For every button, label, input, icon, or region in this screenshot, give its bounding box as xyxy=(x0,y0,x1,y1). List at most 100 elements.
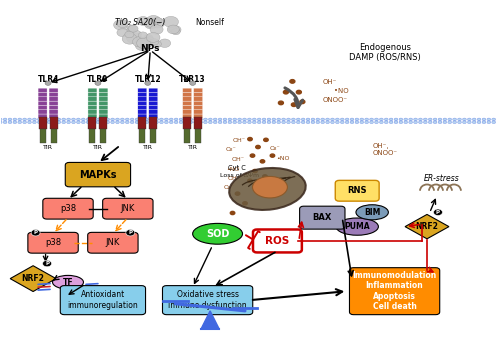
Circle shape xyxy=(146,20,156,27)
Circle shape xyxy=(492,118,496,121)
Text: RNS: RNS xyxy=(348,186,367,195)
Circle shape xyxy=(151,40,162,48)
Circle shape xyxy=(170,121,173,123)
Circle shape xyxy=(13,118,16,121)
Circle shape xyxy=(248,118,252,121)
Ellipse shape xyxy=(252,176,288,198)
FancyBboxPatch shape xyxy=(350,268,440,315)
Circle shape xyxy=(136,37,152,49)
FancyBboxPatch shape xyxy=(182,93,192,97)
FancyBboxPatch shape xyxy=(38,97,47,101)
Circle shape xyxy=(360,121,364,123)
Text: TIR: TIR xyxy=(93,144,103,149)
Circle shape xyxy=(487,118,490,121)
FancyBboxPatch shape xyxy=(182,110,192,114)
Circle shape xyxy=(330,121,334,123)
Circle shape xyxy=(270,154,274,157)
Circle shape xyxy=(374,121,378,123)
Text: TLR4: TLR4 xyxy=(38,75,59,84)
FancyBboxPatch shape xyxy=(88,97,97,101)
Circle shape xyxy=(414,118,418,121)
Circle shape xyxy=(128,25,136,31)
Circle shape xyxy=(394,121,398,123)
Text: OH⁻,: OH⁻, xyxy=(372,143,389,149)
Circle shape xyxy=(32,121,36,123)
Circle shape xyxy=(284,90,288,94)
Circle shape xyxy=(0,118,2,121)
Circle shape xyxy=(128,25,138,32)
Circle shape xyxy=(122,33,137,44)
Circle shape xyxy=(135,121,139,123)
FancyBboxPatch shape xyxy=(88,105,97,110)
FancyBboxPatch shape xyxy=(182,88,192,93)
Bar xyxy=(150,117,158,129)
Text: Antioxidant
immunoregulation: Antioxidant immunoregulation xyxy=(68,291,138,310)
Circle shape xyxy=(336,121,340,123)
FancyBboxPatch shape xyxy=(194,114,202,118)
Circle shape xyxy=(321,121,324,123)
Circle shape xyxy=(282,121,286,123)
Circle shape xyxy=(250,154,254,157)
Circle shape xyxy=(198,121,202,123)
Circle shape xyxy=(228,118,232,121)
FancyBboxPatch shape xyxy=(138,88,147,93)
Circle shape xyxy=(62,121,66,123)
FancyBboxPatch shape xyxy=(38,110,47,114)
Circle shape xyxy=(170,118,173,121)
Circle shape xyxy=(296,90,302,94)
Circle shape xyxy=(86,118,90,121)
Text: Immunomodulation
Inflammation
Apoptosis
Cell death: Immunomodulation Inflammation Apoptosis … xyxy=(352,271,436,311)
FancyBboxPatch shape xyxy=(99,105,108,110)
Circle shape xyxy=(76,118,80,121)
Circle shape xyxy=(189,121,192,123)
Circle shape xyxy=(302,121,305,123)
Circle shape xyxy=(260,160,264,163)
Polygon shape xyxy=(10,266,56,292)
Circle shape xyxy=(62,118,66,121)
Circle shape xyxy=(296,121,300,123)
Circle shape xyxy=(482,118,486,121)
FancyBboxPatch shape xyxy=(38,88,47,93)
FancyBboxPatch shape xyxy=(194,101,202,105)
Circle shape xyxy=(91,118,95,121)
Circle shape xyxy=(267,121,271,123)
FancyBboxPatch shape xyxy=(38,114,47,118)
Circle shape xyxy=(267,118,271,121)
Circle shape xyxy=(330,118,334,121)
Text: NRF2: NRF2 xyxy=(22,274,44,283)
Circle shape xyxy=(91,121,95,123)
FancyBboxPatch shape xyxy=(194,105,202,110)
Circle shape xyxy=(164,118,168,121)
Bar xyxy=(50,117,58,129)
Ellipse shape xyxy=(52,275,84,289)
Circle shape xyxy=(52,118,56,121)
Circle shape xyxy=(292,121,296,123)
Circle shape xyxy=(272,121,276,123)
Text: TLR13: TLR13 xyxy=(180,75,206,84)
Circle shape xyxy=(414,121,418,123)
Circle shape xyxy=(370,118,374,121)
Circle shape xyxy=(355,121,359,123)
Circle shape xyxy=(120,121,124,123)
Circle shape xyxy=(179,118,183,121)
Circle shape xyxy=(278,101,283,105)
Circle shape xyxy=(106,121,110,123)
Circle shape xyxy=(311,121,315,123)
Circle shape xyxy=(462,118,466,121)
Circle shape xyxy=(477,121,481,123)
Circle shape xyxy=(130,30,141,39)
FancyBboxPatch shape xyxy=(182,97,192,101)
Circle shape xyxy=(22,121,26,123)
Text: O₂⁻: O₂⁻ xyxy=(270,146,280,151)
Circle shape xyxy=(138,32,147,39)
Circle shape xyxy=(125,31,134,38)
Circle shape xyxy=(458,118,462,121)
Circle shape xyxy=(258,118,261,121)
Text: •NO: •NO xyxy=(276,156,290,161)
Circle shape xyxy=(233,118,236,121)
FancyBboxPatch shape xyxy=(49,105,58,110)
Text: OH⁻: OH⁻ xyxy=(228,176,240,181)
Polygon shape xyxy=(201,311,219,329)
Circle shape xyxy=(18,118,22,121)
Circle shape xyxy=(110,118,114,121)
